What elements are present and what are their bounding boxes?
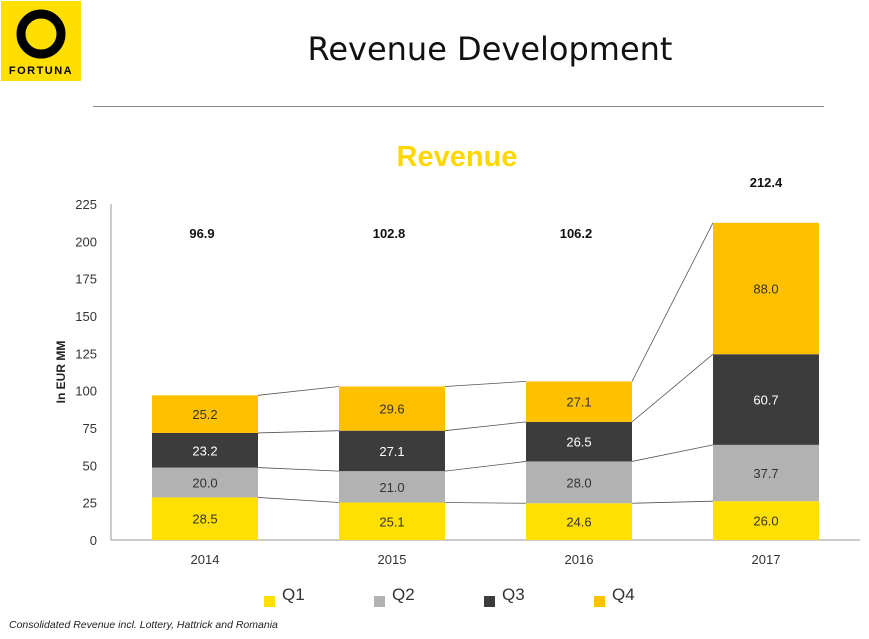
bar-segment-q1	[152, 497, 258, 540]
total-label: 212.4	[750, 175, 783, 190]
connector-line	[444, 502, 527, 504]
data-label: 29.6	[379, 402, 404, 417]
bar-segment-q3	[526, 421, 632, 462]
data-label: 25.1	[379, 514, 404, 529]
connector-line	[631, 500, 714, 504]
bar-segment-q4	[152, 395, 258, 433]
connector-line	[631, 444, 714, 462]
title-divider	[93, 106, 824, 107]
connector-line	[444, 461, 527, 472]
legend-swatch-q4	[594, 596, 605, 607]
connector-lines	[257, 222, 714, 504]
legend: Q1 Q2 Q3 Q4	[264, 585, 635, 607]
total-label: 106.2	[560, 226, 593, 241]
bar-segment-q2	[152, 467, 258, 498]
x-tick-label: 2015	[378, 552, 407, 567]
y-tick-label: 25	[83, 496, 97, 511]
legend-label: Q1	[282, 585, 305, 604]
data-label: 27.1	[379, 444, 404, 459]
x-tick-label: 2014	[191, 552, 220, 567]
y-axis-title: In EUR MM	[54, 341, 68, 404]
connector-line	[257, 386, 340, 396]
connector-line	[257, 430, 340, 434]
legend-label: Q2	[392, 585, 415, 604]
y-tick-label: 100	[75, 384, 97, 399]
legend-label: Q4	[612, 585, 635, 604]
x-axis-ticks: 2014 2015 2016 2017	[191, 552, 781, 567]
y-tick-label: 0	[90, 533, 97, 548]
connector-line	[631, 353, 714, 423]
bar-segment-q3	[713, 354, 819, 445]
legend-label: Q3	[502, 585, 525, 604]
page-title: Revenue Development	[307, 30, 673, 68]
connector-line	[257, 467, 340, 472]
connector-line	[631, 222, 714, 382]
y-tick-label: 125	[75, 346, 97, 361]
data-label: 28.5	[192, 512, 217, 527]
connector-line	[444, 421, 527, 432]
y-tick-label: 75	[83, 421, 97, 436]
legend-swatch-q3	[484, 596, 495, 607]
bar-segment-q3	[152, 432, 258, 468]
bar-segment-q4	[339, 386, 445, 431]
bar-segment-q1	[339, 502, 445, 540]
data-label: 88.0	[753, 282, 778, 297]
bar-segment-q1	[526, 503, 632, 540]
bar-segment-q1	[713, 501, 819, 540]
data-label: 25.2	[192, 407, 217, 422]
data-label: 28.0	[566, 475, 591, 490]
bar-segment-q3	[339, 430, 445, 472]
connector-line	[444, 381, 527, 387]
y-tick-label: 50	[83, 458, 97, 473]
bar-segment-q2	[713, 444, 819, 502]
y-tick-label: 150	[75, 309, 97, 324]
bar-segment-q2	[339, 471, 445, 503]
bar-segment-q2	[526, 461, 632, 504]
bar-stacks: 28.5 20.0 23.2 25.2 25.1 21.0 27.1 29.6 24.6 28.0…	[152, 222, 819, 540]
data-label: 37.7	[753, 466, 778, 481]
total-label: 102.8	[373, 226, 406, 241]
chart-title: Revenue	[397, 141, 518, 173]
bar-segment-q4	[526, 381, 632, 422]
x-tick-label: 2016	[565, 552, 594, 567]
y-tick-label: 175	[75, 272, 97, 287]
data-label: 24.6	[566, 515, 591, 530]
data-label: 27.1	[566, 395, 591, 410]
data-label: 26.5	[566, 435, 591, 450]
data-label: 20.0	[192, 476, 217, 491]
data-label: 21.0	[379, 480, 404, 495]
bar-segment-q4	[713, 222, 819, 355]
logo-text: FORTUNA	[9, 65, 73, 77]
legend-swatch-q2	[374, 596, 385, 607]
y-axis-ticks: 0 25 50 75 100 125 150 175 200 225	[75, 197, 97, 548]
total-labels: 96.9 102.8 106.2 212.4	[189, 175, 783, 241]
logo-ring-icon	[16, 9, 66, 59]
y-tick-label: 225	[75, 197, 97, 212]
footnote: Consolidated Revenue incl. Lottery, Hatt…	[9, 619, 278, 631]
data-label: 23.2	[192, 443, 217, 458]
x-tick-label: 2017	[752, 552, 781, 567]
data-label: 26.0	[753, 514, 778, 529]
data-label: 60.7	[753, 393, 778, 408]
connector-line	[257, 497, 340, 503]
total-label: 96.9	[189, 226, 214, 241]
legend-swatch-q1	[264, 596, 275, 607]
fortuna-logo: FORTUNA	[1, 1, 81, 81]
y-tick-label: 200	[75, 234, 97, 249]
